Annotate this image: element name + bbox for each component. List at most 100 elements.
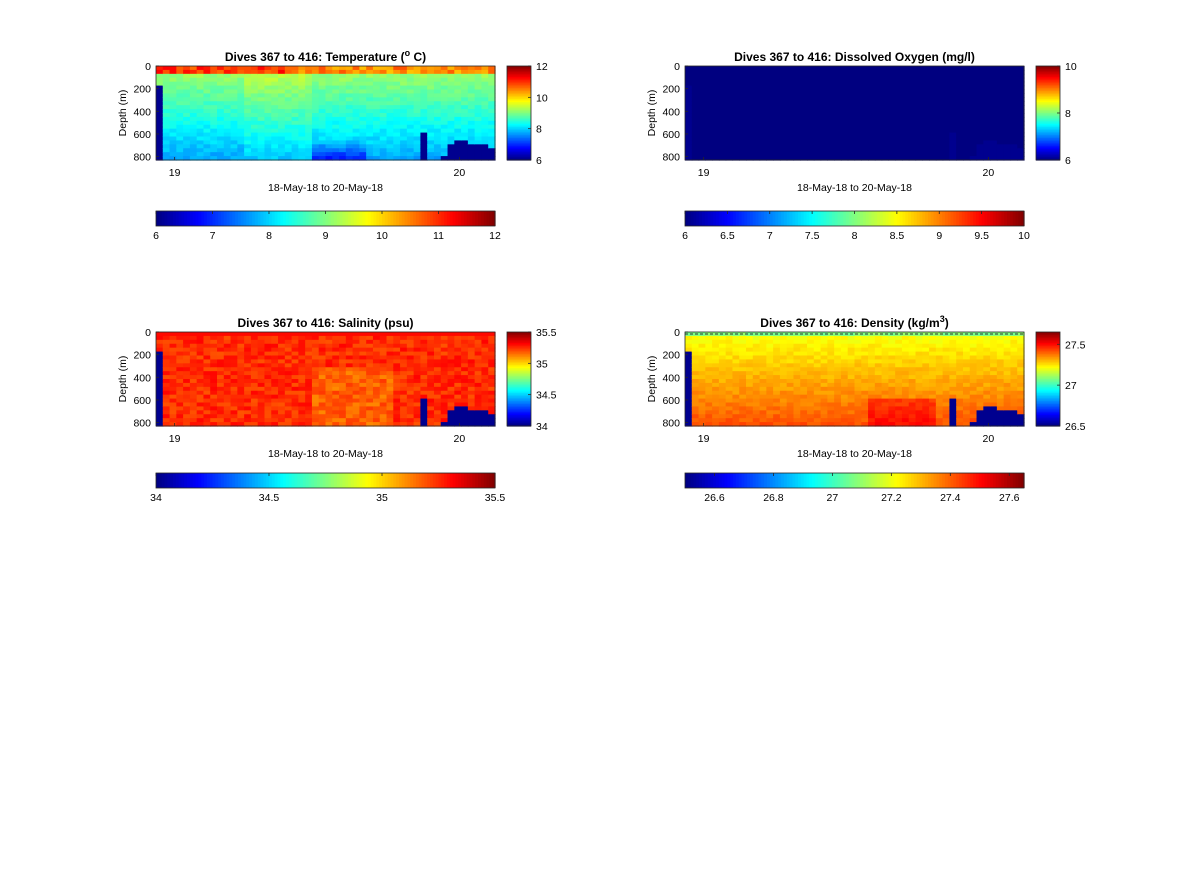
heatmap-cell [359,390,367,396]
heatmap-cell [685,144,693,149]
colorbar-swatch [452,473,457,488]
heatmap-cell [332,394,340,400]
heatmap-cell [230,148,238,153]
colorbar-swatch [908,211,912,226]
heatmap-cell [393,156,401,161]
heatmap-cell [257,406,266,411]
heatmap-cell [244,406,252,411]
heatmap-cell [359,402,367,408]
heatmap-cell [250,116,259,122]
heatmap-cell [976,152,984,157]
colorbar-swatch [507,358,531,361]
heatmap-cell [474,136,483,142]
heatmap-cell [420,343,428,349]
heatmap-cell [413,386,422,392]
heatmap-cell [766,81,774,87]
heatmap-cell [691,343,700,349]
heatmap-cell [983,124,991,130]
heatmap-cell [1003,93,1012,98]
heatmap-cell [962,69,971,75]
heatmap-cell [786,93,795,98]
heatmap-cell [800,152,808,157]
colorbar-swatch [452,211,457,226]
heatmap-cell [420,332,428,337]
heatmap-cell [881,363,889,368]
heatmap-cell [691,132,700,138]
heatmap-cell [352,355,360,361]
heatmap-cell [1010,66,1018,71]
heatmap-cell [488,77,496,83]
heatmap-cell [467,375,476,380]
heatmap-cell [447,148,455,153]
colorbar-swatch [204,473,208,488]
heatmap-cell [800,355,808,361]
heatmap-cell [834,136,842,142]
heatmap-cell [318,386,327,392]
heatmap-cell [793,101,801,106]
heatmap-cell [827,418,835,423]
heatmap-cell [250,144,259,149]
heatmap-cell [996,81,1005,87]
heatmap-cell [461,89,469,95]
heatmap-cell [318,156,327,161]
heatmap-cell [739,422,747,427]
colorbar-swatch [390,211,394,226]
heatmap-cell [786,105,795,110]
heatmap-cell [447,101,455,106]
heatmap-cell [257,89,266,95]
heatmap-cell [752,81,761,87]
heatmap-cell [752,66,761,71]
heatmap-cell [773,422,781,427]
heatmap-cell [413,66,422,71]
heatmap-cell [427,386,435,392]
heatmap-cell [983,156,991,161]
heatmap-cell [983,136,991,142]
heatmap-cell [284,402,293,408]
heatmap-cell [237,128,245,134]
heatmap-cell [250,113,259,118]
heatmap-cell [352,359,360,364]
heatmap-cell [793,156,801,161]
heatmap-cell [881,367,889,372]
heatmap-cell [976,128,984,134]
heatmap-cell [454,77,462,83]
colorbar-swatch [257,211,262,226]
heatmap-cell [820,109,828,114]
heatmap-cell [793,69,801,75]
colorbar-swatch [158,211,163,226]
colorbar-swatch [507,98,531,102]
heatmap-cell [244,355,252,361]
heatmap-cell [786,66,795,71]
heatmap-cell [366,386,374,392]
heatmap-cell [278,351,286,357]
colorbar-swatch [362,473,366,488]
heatmap-cell [773,89,781,95]
heatmap-cell [725,85,734,91]
heatmap-cell [210,339,218,345]
heatmap-cell [962,124,971,130]
heatmap-cell [786,97,795,102]
colorbar-swatch [507,150,531,153]
x-axis-label: 18-May-18 to 20-May-18 [268,182,383,194]
x-axis-label: 18-May-18 to 20-May-18 [797,182,912,194]
heatmap-cell [196,128,205,134]
heatmap-cell [230,406,238,411]
heatmap-cell [854,351,862,357]
heatmap-cell [366,394,374,400]
heatmap-cell [752,379,761,384]
heatmap-cell [759,351,767,357]
heatmap-cell [223,89,232,95]
heatmap-cell [725,144,734,149]
heatmap-cell [244,367,252,372]
heatmap-cell [433,156,442,161]
heatmap-cell [752,375,761,380]
heatmap-cell [807,379,815,384]
heatmap-cell [183,97,191,102]
colorbar-swatch [1036,89,1060,92]
heatmap-cell [162,386,171,392]
heatmap-cell [847,390,856,396]
heatmap-cell [379,77,388,83]
heatmap-cell [712,140,720,145]
heatmap-cell [1017,109,1025,114]
heatmap-cell [440,382,449,388]
